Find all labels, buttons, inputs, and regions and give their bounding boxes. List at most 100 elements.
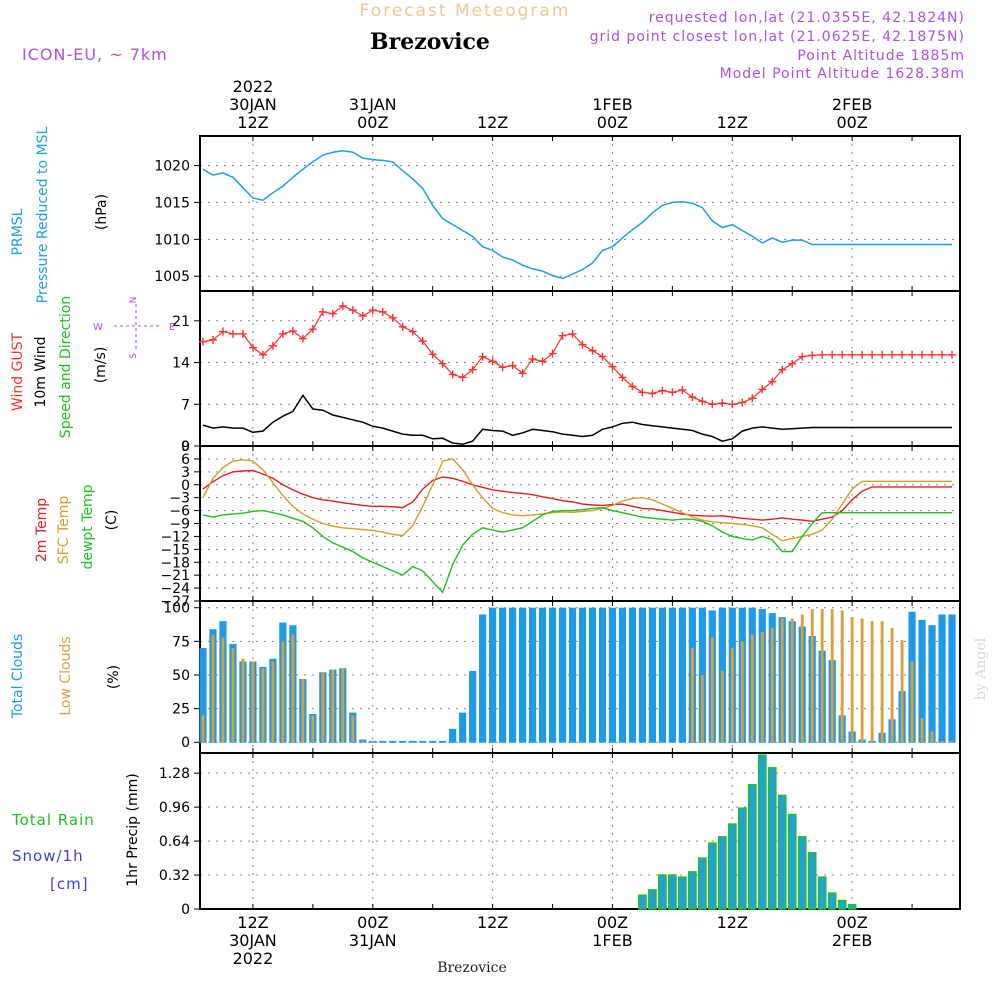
- total-clouds-bar: [518, 607, 527, 743]
- clouds-unit: (%): [106, 665, 122, 689]
- gust-marker: [548, 349, 557, 358]
- gust-marker: [488, 357, 497, 366]
- clouds-label-line-2: Low Clouds: [58, 636, 74, 715]
- low-clouds-bar: [750, 634, 754, 743]
- gust-marker: [308, 325, 317, 334]
- total-clouds-bar: [628, 607, 637, 743]
- y-tick-label: −15: [160, 542, 190, 558]
- low-clouds-bar: [860, 618, 864, 743]
- low-clouds-bar: [910, 661, 914, 743]
- gust-marker: [898, 350, 907, 359]
- rain-bar: [688, 871, 697, 910]
- temp-unit: (C): [104, 510, 120, 531]
- time-label-bottom: 31JAN: [349, 931, 397, 950]
- pressure-panel-label: PRMSL Pressure Reduced to MSL (hPa): [10, 126, 110, 303]
- gust-marker: [458, 373, 467, 382]
- time-label-bottom: 00Z: [836, 913, 867, 932]
- gust-marker: [718, 399, 727, 408]
- rain-bar: [717, 836, 727, 910]
- total-clouds-bar: [479, 614, 487, 743]
- total-clouds-bar: [948, 614, 956, 743]
- gust-marker: [418, 337, 427, 346]
- wind-label-line-1: Wind GUST: [10, 332, 26, 411]
- y-tick-label: −12: [160, 529, 190, 545]
- gust-marker: [778, 365, 787, 374]
- gust-marker: [788, 359, 797, 368]
- footer-location: Brezovice: [437, 960, 507, 976]
- y-tick-label: 0.32: [159, 868, 190, 884]
- rain-bar: [648, 889, 657, 910]
- y-tick-label: 0: [181, 478, 190, 494]
- info-line: Model Point Altitude 1628.38m: [720, 66, 965, 82]
- total-clouds-bar: [558, 607, 567, 743]
- gust-marker: [738, 398, 747, 407]
- y-tick-label: 0.96: [159, 800, 190, 816]
- gust-marker: [468, 365, 477, 374]
- gust-marker: [198, 337, 207, 346]
- y-tick-label: 1.28: [159, 766, 190, 782]
- y-tick-label: −9: [169, 517, 190, 533]
- low-clouds-bar: [820, 609, 824, 743]
- info-line: Point Altitude 1885m: [797, 48, 965, 64]
- gust-marker: [448, 370, 457, 379]
- low-clouds-bar: [730, 648, 734, 743]
- low-clouds-bar: [940, 740, 944, 743]
- gust-marker: [498, 363, 507, 372]
- y-tick-label: 75: [172, 634, 190, 650]
- gust-marker: [658, 386, 667, 395]
- gust-marker: [368, 306, 377, 315]
- y-tick-label: 50: [172, 668, 190, 684]
- low-clouds-bar: [221, 637, 225, 743]
- low-clouds-bar: [760, 631, 764, 743]
- time-label-top: 00Z: [836, 113, 867, 132]
- y-tick-label: −6: [169, 504, 190, 520]
- y-tick-label: −27: [160, 594, 190, 610]
- gust-marker: [668, 388, 677, 397]
- time-label-top: 2022: [233, 77, 274, 96]
- compass-w: W: [93, 322, 103, 333]
- low-clouds-bar: [880, 621, 884, 743]
- gust-marker: [528, 354, 537, 363]
- rain-bar: [658, 874, 667, 910]
- low-clouds-bar: [351, 715, 355, 743]
- y-tick-label: 25: [172, 702, 190, 718]
- rain-bar: [727, 823, 737, 910]
- total-clouds-bar: [658, 607, 666, 743]
- total-clouds-bar: [419, 740, 427, 743]
- total-clouds-bar: [439, 740, 447, 743]
- gust-marker: [378, 307, 387, 316]
- gust-marker: [848, 350, 857, 359]
- time-label-top: 1FEB: [592, 95, 632, 114]
- low-clouds-bar: [780, 618, 784, 743]
- low-clouds-bar: [261, 668, 265, 743]
- gust-marker: [728, 400, 737, 409]
- low-clouds-bar: [790, 618, 794, 743]
- low-clouds-bar: [810, 609, 814, 743]
- gust-marker: [338, 301, 347, 310]
- low-clouds-bar: [271, 661, 275, 743]
- low-clouds-bar: [321, 672, 325, 743]
- time-label-bottom: 12Z: [237, 913, 268, 932]
- gust-marker: [398, 322, 407, 331]
- plot-layer: [198, 150, 957, 910]
- gust-marker: [708, 400, 717, 409]
- sfc-temp-line: [202, 458, 952, 542]
- total-clouds-bar: [538, 607, 547, 743]
- y-tick-label: 6: [181, 452, 190, 468]
- low-clouds-bar: [281, 641, 285, 743]
- gust-line: [202, 305, 952, 405]
- wind-panel-label: Wind GUST 10m Wind Speed and Direction (…: [10, 296, 175, 438]
- low-clouds-bar: [840, 610, 844, 743]
- y-tick-label: 14: [172, 356, 190, 372]
- rain-bar: [797, 836, 807, 910]
- gust-marker: [358, 312, 367, 321]
- info-line: requested lon,lat (21.0355E, 42.1824N): [649, 10, 965, 26]
- gust-marker: [928, 350, 937, 359]
- gust-marker: [748, 394, 757, 403]
- precip-panel-label: Total Rain Snow/1h [cm] 1hr Precip (mm): [11, 773, 141, 893]
- total-clouds-bar: [928, 625, 936, 743]
- time-label-top: 00Z: [597, 113, 628, 132]
- low-clouds-bar: [770, 627, 774, 743]
- low-clouds-bar: [720, 670, 724, 743]
